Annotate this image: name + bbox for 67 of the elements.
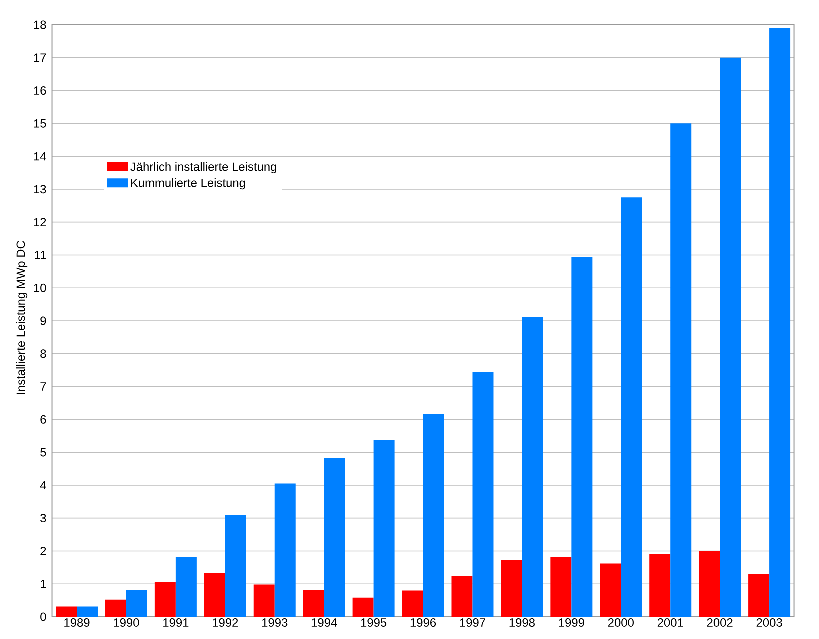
bar [423,414,444,617]
x-tick-label: 1991 [164,618,189,627]
y-tick-label: 8 [40,350,46,358]
y-tick-label: 6 [40,415,46,424]
bar [770,28,791,617]
bar [154,582,176,617]
y-tick-label: 14 [34,152,46,161]
bar [452,576,473,617]
legend-label: Kummulierte Leistung [131,178,246,190]
bar [600,564,622,617]
y-tick-label: 5 [40,448,46,457]
y-tick-label: 2 [40,547,46,556]
y-tick-label: 15 [34,120,46,128]
y-tick-label: 10 [34,284,46,292]
bar [374,440,395,617]
y-tick-label: 17 [34,54,46,62]
y-tick-label: 12 [34,218,46,227]
y-tick-label: 16 [34,86,46,95]
x-tick-label: 1990 [114,618,140,627]
bar [650,554,671,617]
bar [621,198,642,617]
y-tick-label: 1 [41,580,46,588]
y-tick-label: 13 [34,185,46,194]
bar [572,257,593,617]
y-tick-label: 11 [35,251,46,260]
bar [274,484,296,617]
x-tick-label: 1999 [559,618,584,627]
bar [254,584,275,617]
x-tick-label: 1989 [64,618,90,627]
y-tick-label: 4 [40,481,46,490]
x-tick-label: 2002 [707,618,733,627]
y-axis-title: Installierte Leistung MWp DC [16,241,28,394]
x-tick-label: 1998 [510,618,535,627]
bar [324,458,346,617]
y-tick-label: 0 [40,612,46,622]
bar [550,557,572,617]
x-tick-label: 1995 [361,618,387,627]
bar [105,600,126,617]
y-tick-label: 18 [34,20,46,30]
y-tick-label: 9 [40,316,46,326]
bar [472,372,494,617]
x-tick-label: 1993 [262,618,288,627]
bar [699,551,720,617]
x-tick-label: 1992 [213,618,238,627]
y-tick-label: 7 [40,382,46,391]
bar [720,58,742,617]
x-tick-label: 1994 [312,618,338,627]
bar [204,573,226,617]
bar [402,590,424,617]
bar [522,317,544,617]
x-tick-label: 2003 [756,618,782,627]
bar [56,606,77,617]
bar [352,598,374,617]
x-tick-label: 1997 [460,618,486,627]
x-tick-label: 2000 [608,618,634,627]
bar [225,515,246,617]
bar [77,606,98,617]
bar [176,557,197,617]
x-tick-label: 1996 [410,618,436,627]
bar [501,560,522,617]
legend-label: Jährlich installierte Leistung [130,162,276,174]
y-tick-label: 3 [40,514,46,523]
x-tick-label: 2001 [658,618,684,627]
bar [303,590,324,617]
bar [126,590,148,617]
bar [670,124,692,617]
bar [748,574,770,617]
